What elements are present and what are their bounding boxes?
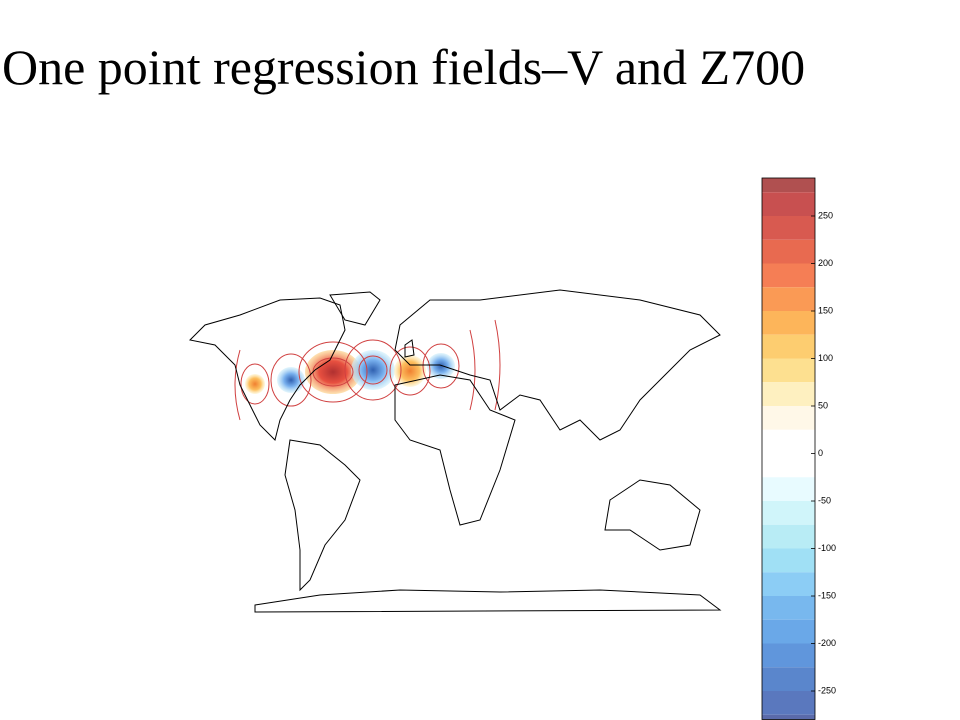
color-segment	[762, 406, 815, 430]
color-segment	[762, 714, 815, 720]
tick-label: -100	[818, 543, 836, 553]
tick-label: 100	[818, 353, 833, 363]
color-segment	[762, 667, 815, 691]
tick-label: 250	[818, 210, 833, 220]
contours	[234, 319, 501, 421]
color-segment	[762, 548, 815, 573]
color-segment	[762, 178, 815, 193]
anomaly	[427, 353, 455, 379]
coastlines	[188, 289, 722, 613]
tick-label: -50	[818, 495, 831, 505]
color-segment	[762, 239, 815, 264]
anomaly	[277, 367, 305, 393]
tick-label: 50	[818, 400, 828, 410]
color-segment	[762, 192, 815, 216]
color-segment	[762, 334, 815, 359]
color-segment	[762, 429, 815, 454]
anomaly	[394, 355, 426, 387]
color-segment	[762, 619, 815, 644]
anomaly	[305, 350, 361, 394]
tick-label: -200	[818, 638, 836, 648]
color-segment	[762, 643, 815, 668]
tick-label: -150	[818, 590, 836, 600]
tick-label: 200	[818, 258, 833, 268]
map	[188, 289, 722, 613]
color-segment	[762, 382, 815, 406]
slide-title: One point regression fields–V and Z700	[2, 39, 805, 95]
color-segment	[762, 501, 815, 525]
anomaly	[351, 350, 395, 390]
color-segment	[762, 263, 815, 288]
color-segment	[762, 572, 815, 596]
anomaly	[245, 374, 265, 394]
colorbar: 250 200 150 100 50 0 -50 -100 -150 -200 -250	[761, 177, 836, 720]
tick-label: -250	[818, 685, 836, 695]
color-segment	[762, 216, 815, 240]
color-segment	[762, 453, 815, 478]
color-segment	[762, 596, 815, 620]
color-segment	[762, 691, 815, 715]
color-segment	[762, 287, 815, 311]
color-segment	[762, 477, 815, 501]
color-segment	[762, 358, 815, 383]
tick-label: 150	[818, 305, 833, 315]
color-segment	[762, 311, 815, 335]
color-segment	[762, 524, 815, 549]
tick-label: 0	[818, 448, 823, 458]
